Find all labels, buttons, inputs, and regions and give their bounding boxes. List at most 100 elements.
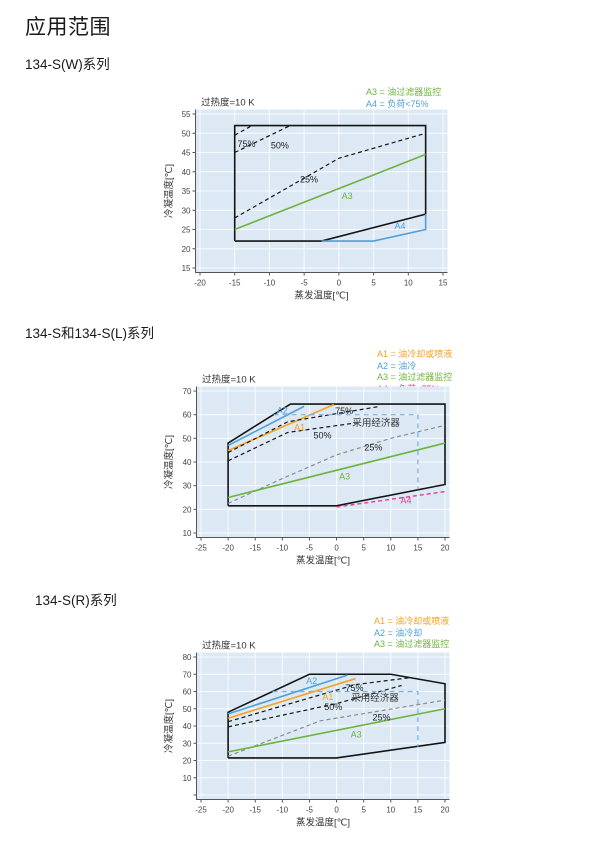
annotation-25%: 25%: [300, 175, 318, 185]
section-heading-134-sr: 134-S(R)系列: [35, 593, 117, 608]
annotation-50%: 50%: [271, 140, 289, 150]
annotation-25%: 25%: [373, 712, 391, 722]
annotation-75%: 75%: [335, 406, 353, 416]
y-tick-label: 30: [183, 482, 192, 491]
section-heading-134-sw: 134-S(W)系列: [25, 57, 110, 72]
annotation-A2: A2: [277, 406, 288, 416]
annotation-A1: A1: [294, 423, 305, 433]
series-economizer-boundary: [272, 690, 419, 747]
y-tick-label: 30: [182, 206, 191, 215]
chart-svg-1: -20 -15 -10 -5 0 5 10 15 15 20 25 30 35 40 45 50 55 蒸发温度[…: [163, 97, 448, 302]
series-A1-oil-cooling-or-liquid-injection-line: [227, 677, 356, 720]
chart-134-sr-application-range: -25 -20 -15 -10 -5 0 5 10 15 20 10 20 30 40 50 60 70 80 蒸发…: [160, 625, 460, 837]
x-tick-label: -20: [194, 279, 206, 288]
series-load-50pct-curve: [234, 125, 291, 154]
series-load-75pct-curve: [227, 677, 410, 723]
x-tick-label: 5: [361, 544, 366, 553]
x-tick-label: -15: [229, 279, 241, 288]
x-tick-label: 20: [441, 544, 450, 553]
y-tick-label: 45: [182, 149, 191, 158]
series-load-50pct-curve: [227, 684, 402, 728]
series-load-25pct-curve: [227, 699, 446, 757]
y-tick-label: 20: [183, 505, 192, 514]
legend-item: A4 = 负荷<75%: [366, 98, 429, 109]
y-tick-label: 15: [182, 264, 191, 273]
annotation-75%: 75%: [345, 683, 363, 693]
x-tick-label: 10: [386, 544, 395, 553]
y-tick-label: 50: [182, 129, 191, 138]
x-tick-label: 15: [413, 806, 422, 815]
x-tick-label: -25: [195, 806, 207, 815]
y-tick-label: 20: [182, 245, 191, 254]
x-tick-label: -10: [277, 806, 289, 815]
x-tick-label: -15: [249, 544, 261, 553]
y-tick-label: 40: [183, 458, 192, 467]
annotation-A3: A3: [351, 730, 362, 740]
legend-item: A3 = 油过滤器监控: [366, 87, 442, 97]
annotation-A4: A4: [400, 495, 411, 505]
annotation-A3: A3: [342, 191, 353, 201]
legend-item: A2 = 油冷却: [374, 627, 423, 638]
chart-134-sw-application-range: -20 -15 -10 -5 0 5 10 15 15 20 25 30 35 40 45 50 55 蒸发温度[…: [160, 95, 460, 302]
chart-134-s-sl-application-range: -25 -20 -15 -10 -5 0 5 10 15 20 10 20 30 40 50 60 70 蒸发温度…: [160, 360, 460, 568]
y-tick-label: 25: [182, 226, 191, 235]
annotation-采用经济器: 采用经济器: [352, 417, 400, 429]
series-load-50pct-curve: [227, 422, 356, 462]
chart-3-legend: A1 = 油冷却或喷液 A2 = 油冷却 A3 = 油过滤器监控: [374, 616, 449, 651]
series-load-75pct-curve: [234, 125, 253, 136]
superheat-note: 过热度=10 K: [201, 97, 255, 109]
y-tick-label: 10: [183, 529, 192, 538]
legend-item: A3 = 油过滤器监控: [374, 639, 450, 649]
x-tick-label: -10: [277, 544, 289, 553]
x-tick-label: 15: [413, 544, 422, 553]
superheat-note: 过热度=10 K: [202, 374, 256, 386]
y-tick-label: 35: [182, 187, 191, 196]
axis-lines: [196, 652, 450, 800]
chart-1-legend: A3 = 油过滤器监控 A4 = 负荷<75%: [366, 87, 441, 110]
annotation-50%: 50%: [324, 702, 342, 712]
annotation-A3: A3: [339, 471, 350, 481]
y-tick-label: 30: [183, 739, 192, 748]
axis-lines: [195, 109, 448, 273]
x-axis-title: 蒸发温度[℃]: [296, 817, 350, 829]
legend-item: A2 = 油冷: [377, 360, 417, 371]
x-tick-label: -5: [306, 544, 314, 553]
x-tick-label: -25: [195, 544, 207, 553]
x-tick-label: 20: [441, 806, 450, 815]
y-tick-label: 50: [183, 434, 192, 443]
superheat-note: 过热度=10 K: [202, 640, 256, 652]
x-tick-label: -20: [222, 544, 234, 553]
y-tick-label: 10: [183, 774, 192, 783]
y-tick-label: 20: [183, 757, 192, 766]
y-tick-label: 60: [183, 411, 192, 420]
series-A2-oil-cooling-line: [227, 405, 305, 447]
legend-item: A3 = 油过滤器监控: [377, 372, 453, 382]
page-title: 应用范围: [25, 16, 111, 39]
y-tick-label: 70: [183, 670, 192, 679]
y-tick-label: 40: [183, 722, 192, 731]
annotation-75%: 75%: [238, 139, 256, 149]
series-operating-envelope: [233, 124, 427, 242]
annotation-A4: A4: [394, 221, 405, 231]
y-axis-title: 冷凝温度[℃]: [163, 699, 175, 753]
series-A4-load-below-75pct-line: [321, 214, 427, 242]
annotation-A1: A1: [322, 692, 333, 702]
annotation-A2: A2: [306, 676, 317, 686]
series-load-25pct-curve: [234, 132, 426, 219]
chart-svg-2: -25 -20 -15 -10 -5 0 5 10 15 20 10 20 30 40 50 60 70 蒸发温度…: [163, 374, 450, 567]
y-tick-label: 60: [183, 688, 192, 697]
series-operating-envelope: [227, 403, 446, 507]
x-tick-label: 10: [404, 279, 413, 288]
series-A2-oil-cooling-line: [227, 674, 348, 715]
annotation-25%: 25%: [364, 443, 382, 453]
y-tick-label: 70: [183, 387, 192, 396]
axis-lines: [196, 386, 450, 538]
annotation-50%: 50%: [313, 430, 331, 440]
x-tick-label: -5: [306, 806, 314, 815]
x-tick-label: 10: [386, 806, 395, 815]
y-axis-title: 冷凝温度[℃]: [163, 435, 175, 489]
x-tick-label: 5: [361, 806, 366, 815]
series-operating-envelope: [227, 673, 446, 759]
y-tick-label: 80: [183, 653, 192, 662]
legend-item: A1 = 油冷却或喷液: [374, 616, 450, 626]
